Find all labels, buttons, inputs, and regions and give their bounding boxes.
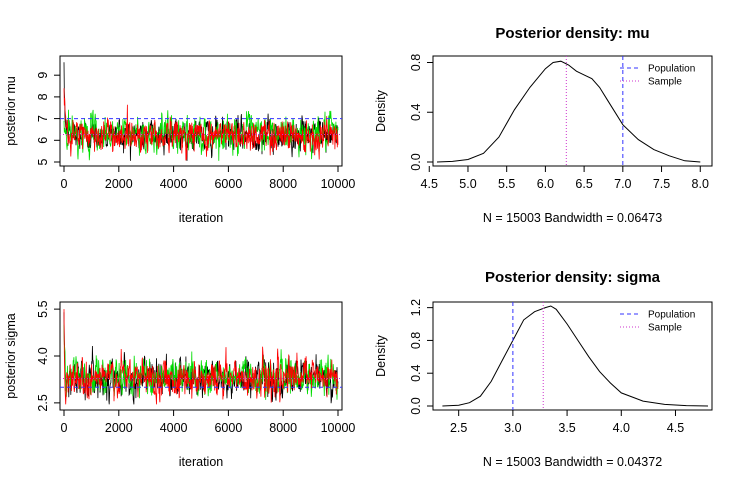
density-mu-xtick-label: 7.5 <box>653 177 670 191</box>
density-sigma-panel: 2.5 3.0 3.5 4.0 4.5 0.0 0.4 0.8 1.2 N = 15003 Ban… <box>374 269 713 469</box>
trace-mu-xtick-label: 6000 <box>214 177 242 191</box>
density-mu-xtick-label: 4.5 <box>421 177 438 191</box>
density-mu-curve <box>436 60 701 163</box>
trace-sigma-xtick-label: 2000 <box>105 421 133 435</box>
density-sigma-xtick-label: 4.5 <box>667 421 684 435</box>
trace-sigma-ytick-label: 2.5 <box>36 394 50 411</box>
density-sigma-legend-label: Sample <box>648 323 682 334</box>
density-sigma-xtick-label: 4.0 <box>613 421 630 435</box>
trace-mu-ytick-label: 7 <box>36 115 50 122</box>
trace-mu-data <box>63 62 339 161</box>
trace-sigma-chain-1 <box>63 312 339 405</box>
density-sigma-xtick-label: 3.5 <box>558 421 575 435</box>
trace-mu-xtick-label: 2000 <box>105 177 133 191</box>
trace-sigma-chain-3 <box>63 309 339 405</box>
trace-mu-ytick-label: 8 <box>36 93 50 100</box>
trace-sigma-ylabel: posterior sigma <box>4 313 18 398</box>
trace-sigma-xlabel: iteration <box>179 455 224 469</box>
trace-sigma-xtick-label: 10000 <box>321 421 356 435</box>
density-sigma-ylabel: Density <box>374 334 388 376</box>
density-sigma-xtick-label: 2.5 <box>450 421 467 435</box>
density-mu-legend-label: Sample <box>648 77 682 88</box>
density-mu-xtick-label: 5.0 <box>459 177 476 191</box>
density-mu-xtick-label: 5.5 <box>498 177 515 191</box>
trace-sigma-panel: 0 2000 4000 6000 8000 10000 2.5 4.0 5.5 iteration… <box>4 300 355 469</box>
density-mu-frame <box>432 55 713 167</box>
density-sigma-legend-label: Population <box>648 310 695 321</box>
density-sigma-ytick-label: 0.8 <box>409 332 423 349</box>
trace-sigma-xtick-label: 4000 <box>160 421 188 435</box>
density-mu-ytick-label: 0.8 <box>409 54 423 71</box>
density-sigma-ytick-label: 0.0 <box>409 397 423 414</box>
density-mu-xtick-label: 7.0 <box>614 177 631 191</box>
trace-sigma-ytick-label: 4.0 <box>36 347 50 364</box>
trace-mu-xtick-label: 8000 <box>269 177 297 191</box>
trace-mu-chain-3 <box>63 88 339 161</box>
density-sigma-xtick-label: 3.0 <box>504 421 521 435</box>
trace-sigma-xtick-label: 0 <box>61 421 68 435</box>
trace-sigma-xtick-label: 8000 <box>269 421 297 435</box>
density-sigma-frame <box>432 301 713 411</box>
trace-mu-ytick-label: 5 <box>36 158 50 165</box>
trace-mu-ytick-label: 6 <box>36 137 50 144</box>
trace-mu-ytick-label: 9 <box>36 72 50 79</box>
density-sigma-xlabel: N = 15003 Bandwidth = 0.04372 <box>483 455 662 469</box>
trace-mu-xtick-label: 4000 <box>160 177 188 191</box>
density-mu-xtick-label: 6.5 <box>575 177 592 191</box>
density-mu-ytick-label: 0.0 <box>409 153 423 170</box>
trace-mu-xtick-label: 0 <box>61 177 68 191</box>
density-sigma-title: Posterior density: sigma <box>485 269 661 286</box>
density-mu-xlabel: N = 15003 Bandwidth = 0.06473 <box>483 211 662 225</box>
trace-mu-panel: 0 2000 4000 6000 8000 10000 5 6 7 8 9 iteration post… <box>4 55 356 225</box>
trace-sigma-data <box>63 309 339 405</box>
trace-mu-xtick-label: 10000 <box>321 177 356 191</box>
density-sigma-ytick-label: 0.4 <box>409 364 423 381</box>
density-mu-ytick-label: 0.4 <box>409 104 423 121</box>
density-mu-xtick-label: 8.0 <box>692 177 709 191</box>
trace-mu-chain-2 <box>63 109 339 161</box>
density-sigma-data <box>442 305 709 407</box>
density-sigma-curve <box>442 305 709 407</box>
density-mu-title: Posterior density: mu <box>495 25 649 42</box>
density-mu-legend-label: Population <box>648 64 695 75</box>
trace-mu-ylabel: posterior mu <box>4 76 18 146</box>
density-mu-data <box>436 60 701 163</box>
trace-mu-xlabel: iteration <box>179 211 224 225</box>
density-mu-panel: 4.5 5.0 5.5 6.0 6.5 7.0 7.5 8.0 0.0 0.4 0.8 N = 150… <box>374 25 713 225</box>
trace-mu-frame <box>59 55 343 167</box>
density-sigma-ytick-label: 1.2 <box>409 299 423 316</box>
trace-sigma-frame <box>59 301 343 411</box>
density-mu-xtick-label: 6.0 <box>537 177 554 191</box>
density-mu-ylabel: Density <box>374 89 388 131</box>
trace-sigma-xtick-label: 6000 <box>214 421 242 435</box>
trace-sigma-ytick-label: 5.5 <box>36 300 50 317</box>
